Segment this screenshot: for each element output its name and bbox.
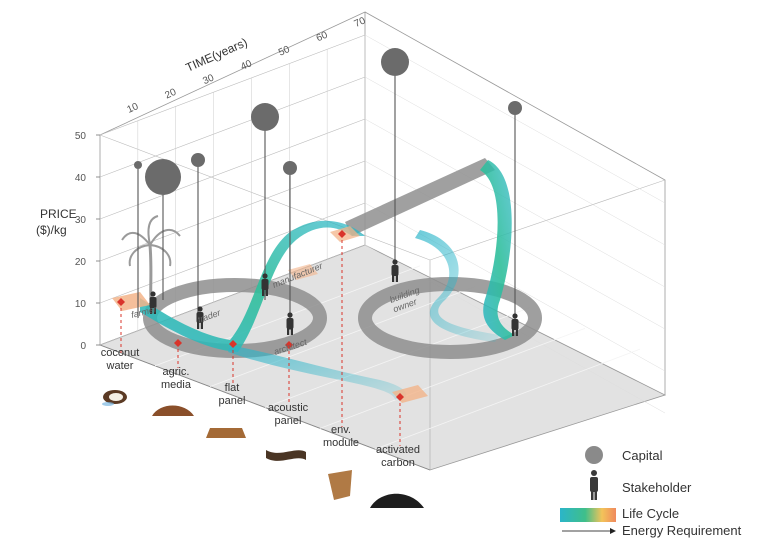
flat-panel-thumbnail — [206, 428, 246, 438]
coconut-flesh — [109, 393, 123, 401]
gridline-price — [99, 160, 366, 262]
water-splash — [102, 402, 114, 406]
capital-circle — [251, 103, 279, 131]
product-patch — [288, 264, 318, 280]
stakeholder-figure — [286, 312, 294, 335]
time-tick-label: 60 — [315, 30, 330, 45]
stakeholder-figure — [261, 273, 269, 296]
energy-legend-arrow-icon — [610, 528, 616, 534]
time-tick-label: 70 — [353, 15, 368, 30]
floor-stripe — [374, 348, 641, 450]
lifecycle-ribbon-lower — [228, 345, 407, 400]
capital-stems — [137, 76, 516, 330]
stakeholder-legend-icon — [590, 470, 598, 500]
time-tick-label: 20 — [163, 87, 178, 102]
product-label: env. — [331, 424, 351, 436]
capital-circle — [381, 48, 409, 76]
stakeholder-markers — [149, 259, 519, 336]
top-right-edge — [429, 179, 666, 261]
legend-life-cycle: Life Cycle — [622, 506, 679, 521]
lifecycle-ribbon-loop — [415, 230, 500, 342]
capital-circle — [134, 161, 142, 169]
stakeholder-figure — [149, 291, 157, 314]
capital-circle — [145, 159, 181, 195]
time-axis-title: TIME(years) — [184, 35, 250, 75]
time-tick-label: 10 — [126, 101, 141, 116]
product-label: activated — [376, 444, 420, 456]
stakeholder-figure — [196, 306, 204, 329]
floor-stripe — [264, 307, 531, 408]
product-patch — [112, 292, 150, 311]
product-label: carbon — [381, 457, 415, 469]
legend-capital: Capital — [622, 448, 663, 463]
price-axis-title: PRICE — [40, 207, 77, 221]
capital-markers — [134, 48, 522, 195]
time-tick-label: 50 — [277, 44, 292, 59]
lifecycle-ribbon-arch — [480, 160, 515, 340]
price-axis-title-unit: ($)/kg — [36, 223, 67, 237]
product-label: water — [106, 360, 134, 372]
product-label: panel — [275, 415, 302, 427]
product-diamond — [117, 298, 125, 306]
price-tick-label: 10 — [75, 299, 87, 310]
gridline-price — [99, 244, 366, 346]
gridline-price — [99, 34, 366, 136]
legend-energy: Energy Requirement — [622, 523, 742, 538]
env-module-thumbnail — [328, 470, 352, 500]
gridline-price — [99, 202, 366, 304]
capital-legend-icon — [585, 446, 603, 464]
floor-stripe — [319, 327, 586, 429]
product-label: module — [323, 437, 359, 449]
product-diamond — [396, 393, 404, 401]
product-diamond — [174, 339, 182, 347]
gridline-price — [99, 76, 366, 178]
price-axis: 0 10 20 30 40 50 — [75, 131, 100, 352]
legend: Capital Stakeholder Life Cycle Energy Re… — [560, 446, 742, 538]
price-tick-label: 0 — [80, 341, 86, 352]
price-tick-label: 40 — [75, 173, 87, 184]
agric-media-thumbnail — [152, 405, 194, 416]
product-diamond — [229, 340, 237, 348]
price-tick-label: 20 — [75, 257, 87, 268]
product-diamond — [338, 230, 346, 238]
price-tick-label: 30 — [75, 215, 87, 226]
capital-circle — [508, 101, 522, 115]
stakeholder-figure — [391, 259, 399, 282]
legend-stakeholder: Stakeholder — [622, 480, 692, 495]
time-tick-label: 40 — [239, 58, 254, 73]
price-tick-label: 50 — [75, 131, 87, 142]
product-label: flat — [225, 382, 240, 394]
product-diamond — [285, 341, 293, 349]
product-label: coconut — [101, 347, 140, 359]
time-tick-label: 30 — [201, 72, 216, 87]
time-axis: 10 20 30 40 50 60 70 — [126, 15, 368, 115]
product-label: acoustic — [268, 402, 309, 414]
product-label: agric. — [163, 366, 190, 378]
stakeholder-figure — [511, 313, 519, 336]
activated-carbon-thumbnail — [370, 493, 424, 508]
capital-circle — [283, 161, 297, 175]
acoustic-panel-thumbnail — [266, 450, 306, 461]
product-label: media — [161, 379, 192, 391]
gridline-price — [99, 118, 366, 220]
product-thumbnails — [102, 390, 424, 508]
capital-circle — [191, 153, 205, 167]
product-label: panel — [219, 395, 246, 407]
elevated-energy-path — [345, 158, 495, 236]
lifecycle-legend-swatch — [560, 508, 616, 522]
product-markers — [117, 230, 404, 446]
